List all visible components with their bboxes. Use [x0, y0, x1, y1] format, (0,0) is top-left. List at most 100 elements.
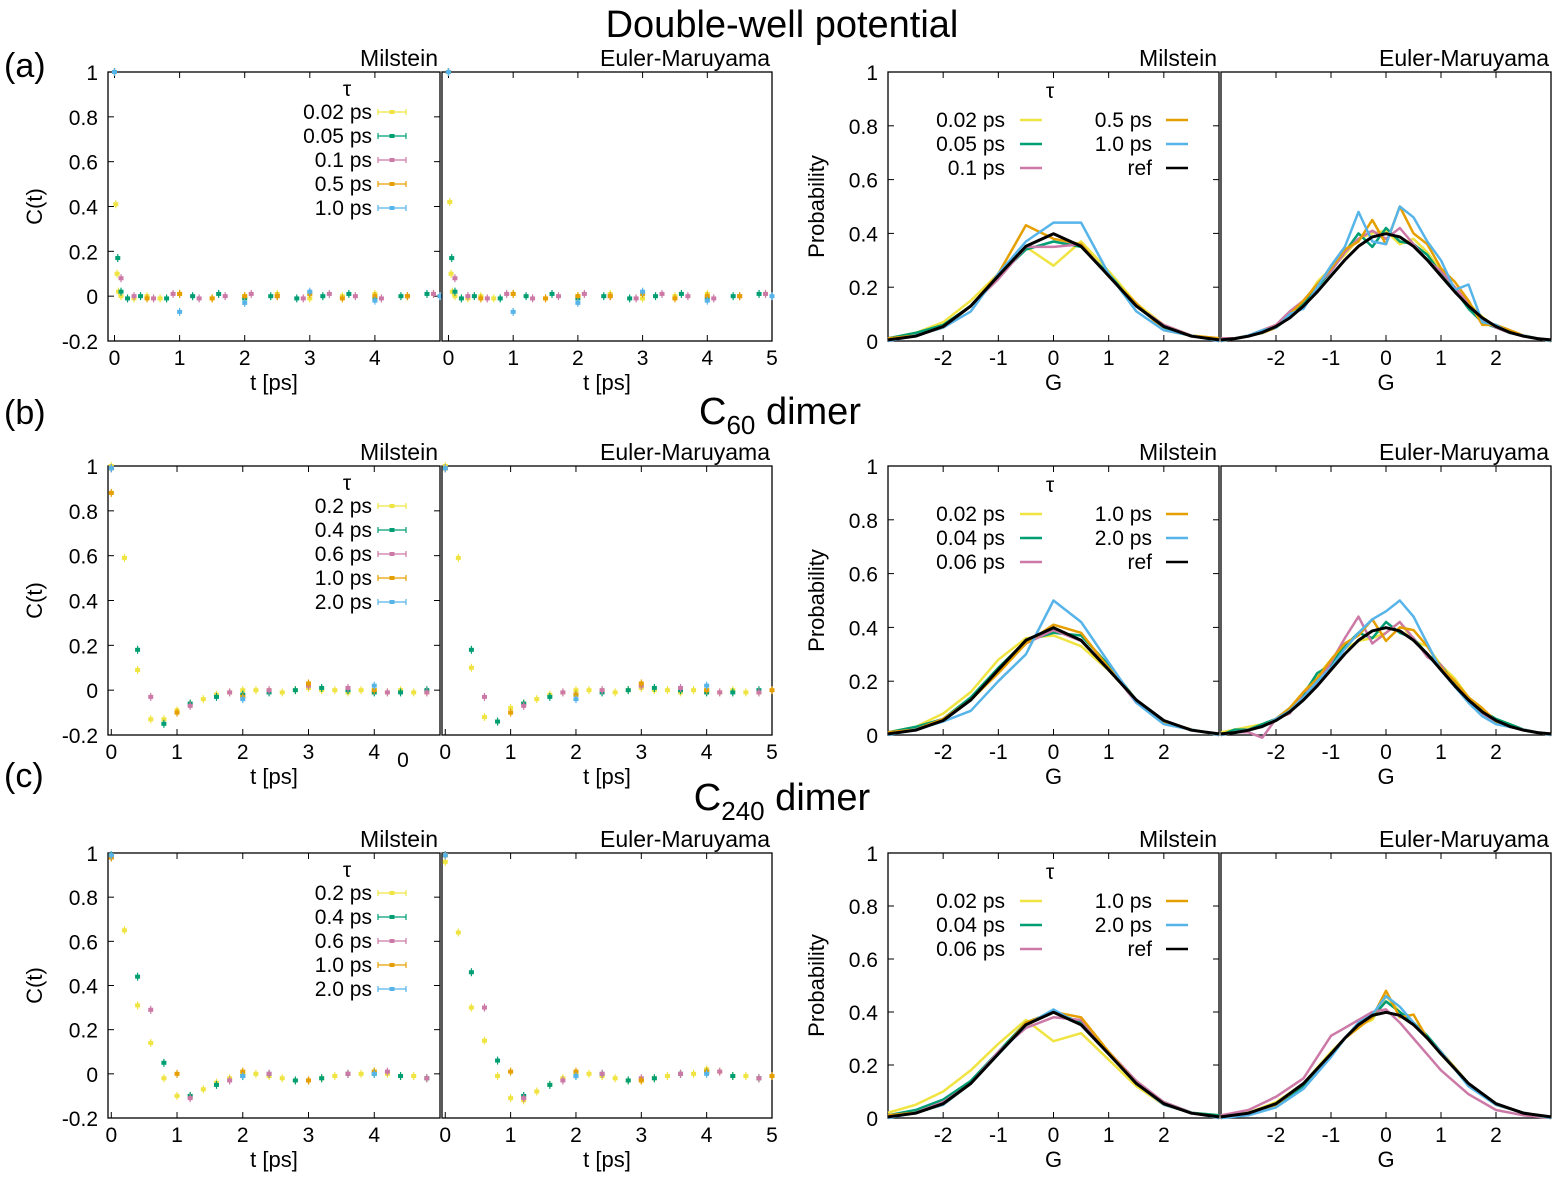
data-point: [345, 1071, 351, 1076]
legend-label: 0.05 ps: [303, 125, 372, 148]
y-axis-label: C(t): [22, 582, 47, 619]
data-point: [148, 1007, 154, 1012]
legend-swatch-point: [389, 600, 395, 604]
data-point: [730, 1074, 736, 1079]
legend: τ0.02 ps0.05 ps0.1 ps0.5 ps1.0 ps: [303, 78, 407, 220]
x-tick-label: 1: [171, 741, 183, 764]
section-c-title-sub: 240: [721, 796, 764, 826]
x-tick-label: 5: [766, 347, 778, 370]
legend-label: 0.4 ps: [315, 519, 372, 542]
data-point: [161, 721, 167, 726]
x-tick-label: -2: [1267, 347, 1286, 370]
y-tick-label: 0: [86, 1064, 98, 1087]
data-point: [240, 697, 246, 702]
chart-c-corr-milstein: Milstein 0 1 2 3 4 -0.2 0 0.2 0.4 0.6 0.8 1 t [ps] C(t…: [22, 826, 441, 1172]
data-point: [187, 1096, 193, 1101]
plot-title: Milstein: [360, 826, 438, 852]
data-point: [678, 685, 684, 690]
legend-label: 0.2 ps: [315, 882, 372, 905]
data-point: [187, 703, 193, 708]
section-a-label: (a): [4, 47, 46, 85]
y-tick-label: 0.4: [849, 617, 879, 640]
x-tick-label: 3: [637, 347, 649, 370]
y-tick-label: 1: [866, 62, 878, 85]
plot-title: Milstein: [1139, 826, 1217, 852]
x-axis-label: G: [1045, 1147, 1062, 1172]
legend-label: 0.05 ps: [936, 133, 1005, 156]
data-point: [601, 294, 607, 299]
data-point: [691, 688, 697, 693]
y-tick-label: 0.8: [69, 887, 98, 910]
plot-title: Euler-Maruyama: [1379, 45, 1549, 71]
plot-frame: [441, 852, 773, 1119]
x-tick-label: -2: [934, 1124, 953, 1147]
series-line-ref: [887, 232, 1220, 342]
legend-label: 0.06 ps: [936, 938, 1005, 961]
x-tick-label: -2: [934, 741, 953, 764]
legend-swatch-point: [389, 891, 395, 895]
data-point: [543, 296, 549, 301]
data-point: [411, 1074, 417, 1079]
data-point: [161, 1076, 167, 1081]
x-tick-label: 2: [1158, 347, 1170, 370]
data-point: [508, 706, 514, 711]
y-tick-label: 1: [866, 843, 878, 866]
legend-label: 0.5 ps: [315, 173, 372, 196]
legend-swatch-point: [389, 110, 395, 114]
data-point: [497, 296, 503, 301]
data-point: [320, 294, 326, 299]
data-point: [508, 710, 514, 715]
section-b-title-sub: 60: [726, 410, 755, 440]
data-point: [664, 688, 670, 693]
data-point: [112, 70, 118, 74]
y-tick-label: 0: [866, 1108, 878, 1131]
y-tick-label: 1: [866, 456, 878, 479]
data-point: [455, 555, 461, 560]
data-point: [115, 256, 121, 261]
data-point: [151, 296, 157, 301]
data-point: [424, 690, 430, 695]
y-tick-label: 0.6: [69, 546, 98, 569]
x-tick-label: -2: [934, 347, 953, 370]
data-point: [599, 688, 605, 693]
legend-label: 1.0 ps: [315, 197, 372, 220]
y-tick-label: 0.4: [849, 1002, 879, 1025]
legend-swatch-point: [389, 504, 395, 508]
x-axis-label: t [ps]: [583, 764, 631, 789]
x-axis-label: G: [1377, 1147, 1394, 1172]
data-point: [345, 685, 351, 690]
data-point: [339, 296, 345, 301]
x-tick-label: 2: [570, 1124, 582, 1147]
data-point: [292, 1078, 298, 1083]
data-point: [332, 688, 338, 693]
data-point: [209, 296, 215, 301]
data-point: [685, 294, 691, 299]
legend: τ0.2 ps0.4 ps0.6 ps1.0 ps2.0 ps: [315, 472, 407, 614]
data-point: [504, 291, 510, 296]
legend-swatch-point: [389, 915, 395, 919]
data-point: [177, 291, 183, 296]
series-line-ref: [1220, 626, 1552, 736]
x-tick-label: 4: [368, 1124, 380, 1147]
x-axis-label: G: [1377, 370, 1394, 395]
data-point: [449, 256, 455, 261]
data-point: [743, 1074, 749, 1079]
legend-title: τ: [1046, 474, 1055, 497]
data-point: [627, 296, 633, 301]
chart-b-corr-euler: Euler-Maruyama 0 1 2 3 4 5 t [ps]: [439, 439, 777, 789]
data-point: [534, 1089, 540, 1094]
x-tick-label: 0: [1048, 1124, 1060, 1147]
data-point: [607, 294, 613, 299]
data-point: [481, 694, 487, 699]
x-tick-label: 3: [635, 741, 647, 764]
data-point: [213, 694, 219, 699]
x-tick-label: 5: [766, 741, 778, 764]
series-line-ref: [1220, 232, 1552, 342]
data-point: [447, 200, 453, 205]
x-tick-label: 3: [303, 741, 315, 764]
data-point: [279, 1076, 285, 1081]
data-point: [523, 294, 529, 299]
